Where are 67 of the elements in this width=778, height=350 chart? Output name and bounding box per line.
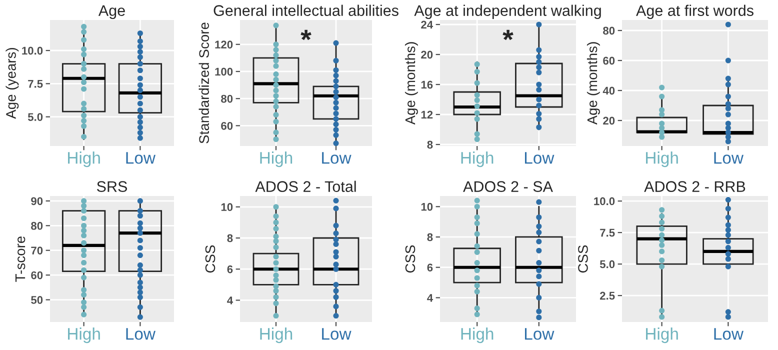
y-tick-label: 10.0 — [594, 197, 615, 206]
x-tick-label: High — [646, 152, 678, 168]
x-tick-label: High — [260, 152, 292, 168]
y-tick-label: 10.0 — [22, 46, 43, 55]
y-tick-label: 90 — [31, 197, 43, 206]
chart-title: General intellectual abilities — [214, 4, 398, 16]
y-tick-label: 100 — [215, 68, 233, 76]
y-tick-label: 2.5 — [600, 292, 615, 300]
y-axis-title: CSS — [405, 245, 416, 273]
y-axis-title: CSS — [205, 245, 216, 273]
x-tick-label: High — [68, 152, 100, 168]
x-tick-label: Low — [524, 328, 554, 340]
y-tick-label: 20 — [421, 50, 433, 59]
x-tick-label: High — [68, 328, 100, 344]
y-tick-label: 10 — [221, 203, 233, 212]
annotation: * — [300, 30, 312, 40]
y-tick-label: 40 — [602, 86, 615, 95]
x-tick-label: Low — [322, 328, 352, 340]
y-tick-label: 70 — [31, 246, 43, 254]
y-tick-label: 80 — [603, 26, 615, 35]
x-tick-label: Low — [126, 328, 156, 340]
y-tick-label: 5.0 — [600, 260, 615, 268]
x-tick-label: High — [461, 152, 494, 168]
y-tick-label: 80 — [221, 94, 233, 103]
annotation: * — [502, 30, 514, 40]
y-tick-label: 7.5 — [28, 80, 43, 88]
y-tick-label: 24 — [421, 20, 433, 29]
y-tick-label: 16 — [421, 80, 433, 89]
y-tick-label: 8 — [227, 234, 233, 242]
y-tick-label: 60 — [603, 56, 615, 65]
chart-title: ADOS 2 - RRB — [644, 181, 746, 192]
y-tick-label: 5.0 — [28, 113, 43, 121]
y-tick-label: 20 — [603, 116, 615, 125]
y-axis-title: Age (months) — [586, 42, 600, 125]
y-axis-title: CSS — [578, 245, 588, 273]
y-tick-label: 12 — [421, 110, 433, 119]
y-tick-label: 4 — [427, 294, 433, 302]
y-tick-label: 10 — [421, 202, 433, 211]
x-tick-label: High — [260, 328, 292, 344]
chart-title: ADOS 2 - Total — [255, 180, 356, 192]
y-axis-title: Standardized Score — [198, 22, 209, 144]
chart-title: SRS — [96, 181, 128, 192]
x-tick-label: Low — [714, 152, 744, 164]
x-tick-label: Low — [126, 152, 156, 164]
x-tick-label: High — [646, 328, 678, 344]
chart-title: Age at first words — [636, 4, 754, 20]
y-tick-label: 6 — [227, 265, 233, 274]
chart-title: Age — [98, 5, 125, 20]
y-axis-title: Age (months) — [404, 42, 418, 125]
x-tick-label: Low — [524, 152, 554, 164]
y-axis-title: Age (years) — [6, 48, 19, 119]
x-tick-label: Low — [322, 152, 352, 164]
chart-title: ADOS 2 - SA — [463, 181, 553, 192]
y-tick-label: 60 — [31, 271, 43, 280]
y-tick-label: 120 — [215, 40, 233, 49]
y-axis-title: T-score — [15, 236, 26, 282]
y-tick-label: 7.5 — [600, 228, 615, 237]
y-tick-label: 4 — [227, 296, 233, 304]
x-tick-label: High — [461, 328, 494, 344]
chart-title: Age at independent walking — [414, 4, 601, 20]
x-tick-label: Low — [714, 328, 744, 340]
y-tick-label: 8 — [427, 233, 433, 242]
y-tick-label: 8 — [427, 140, 433, 149]
y-tick-label: 60 — [221, 122, 233, 130]
y-tick-label: 6 — [427, 264, 433, 272]
y-tick-label: 80 — [31, 222, 43, 230]
y-tick-label: 50 — [31, 296, 43, 304]
